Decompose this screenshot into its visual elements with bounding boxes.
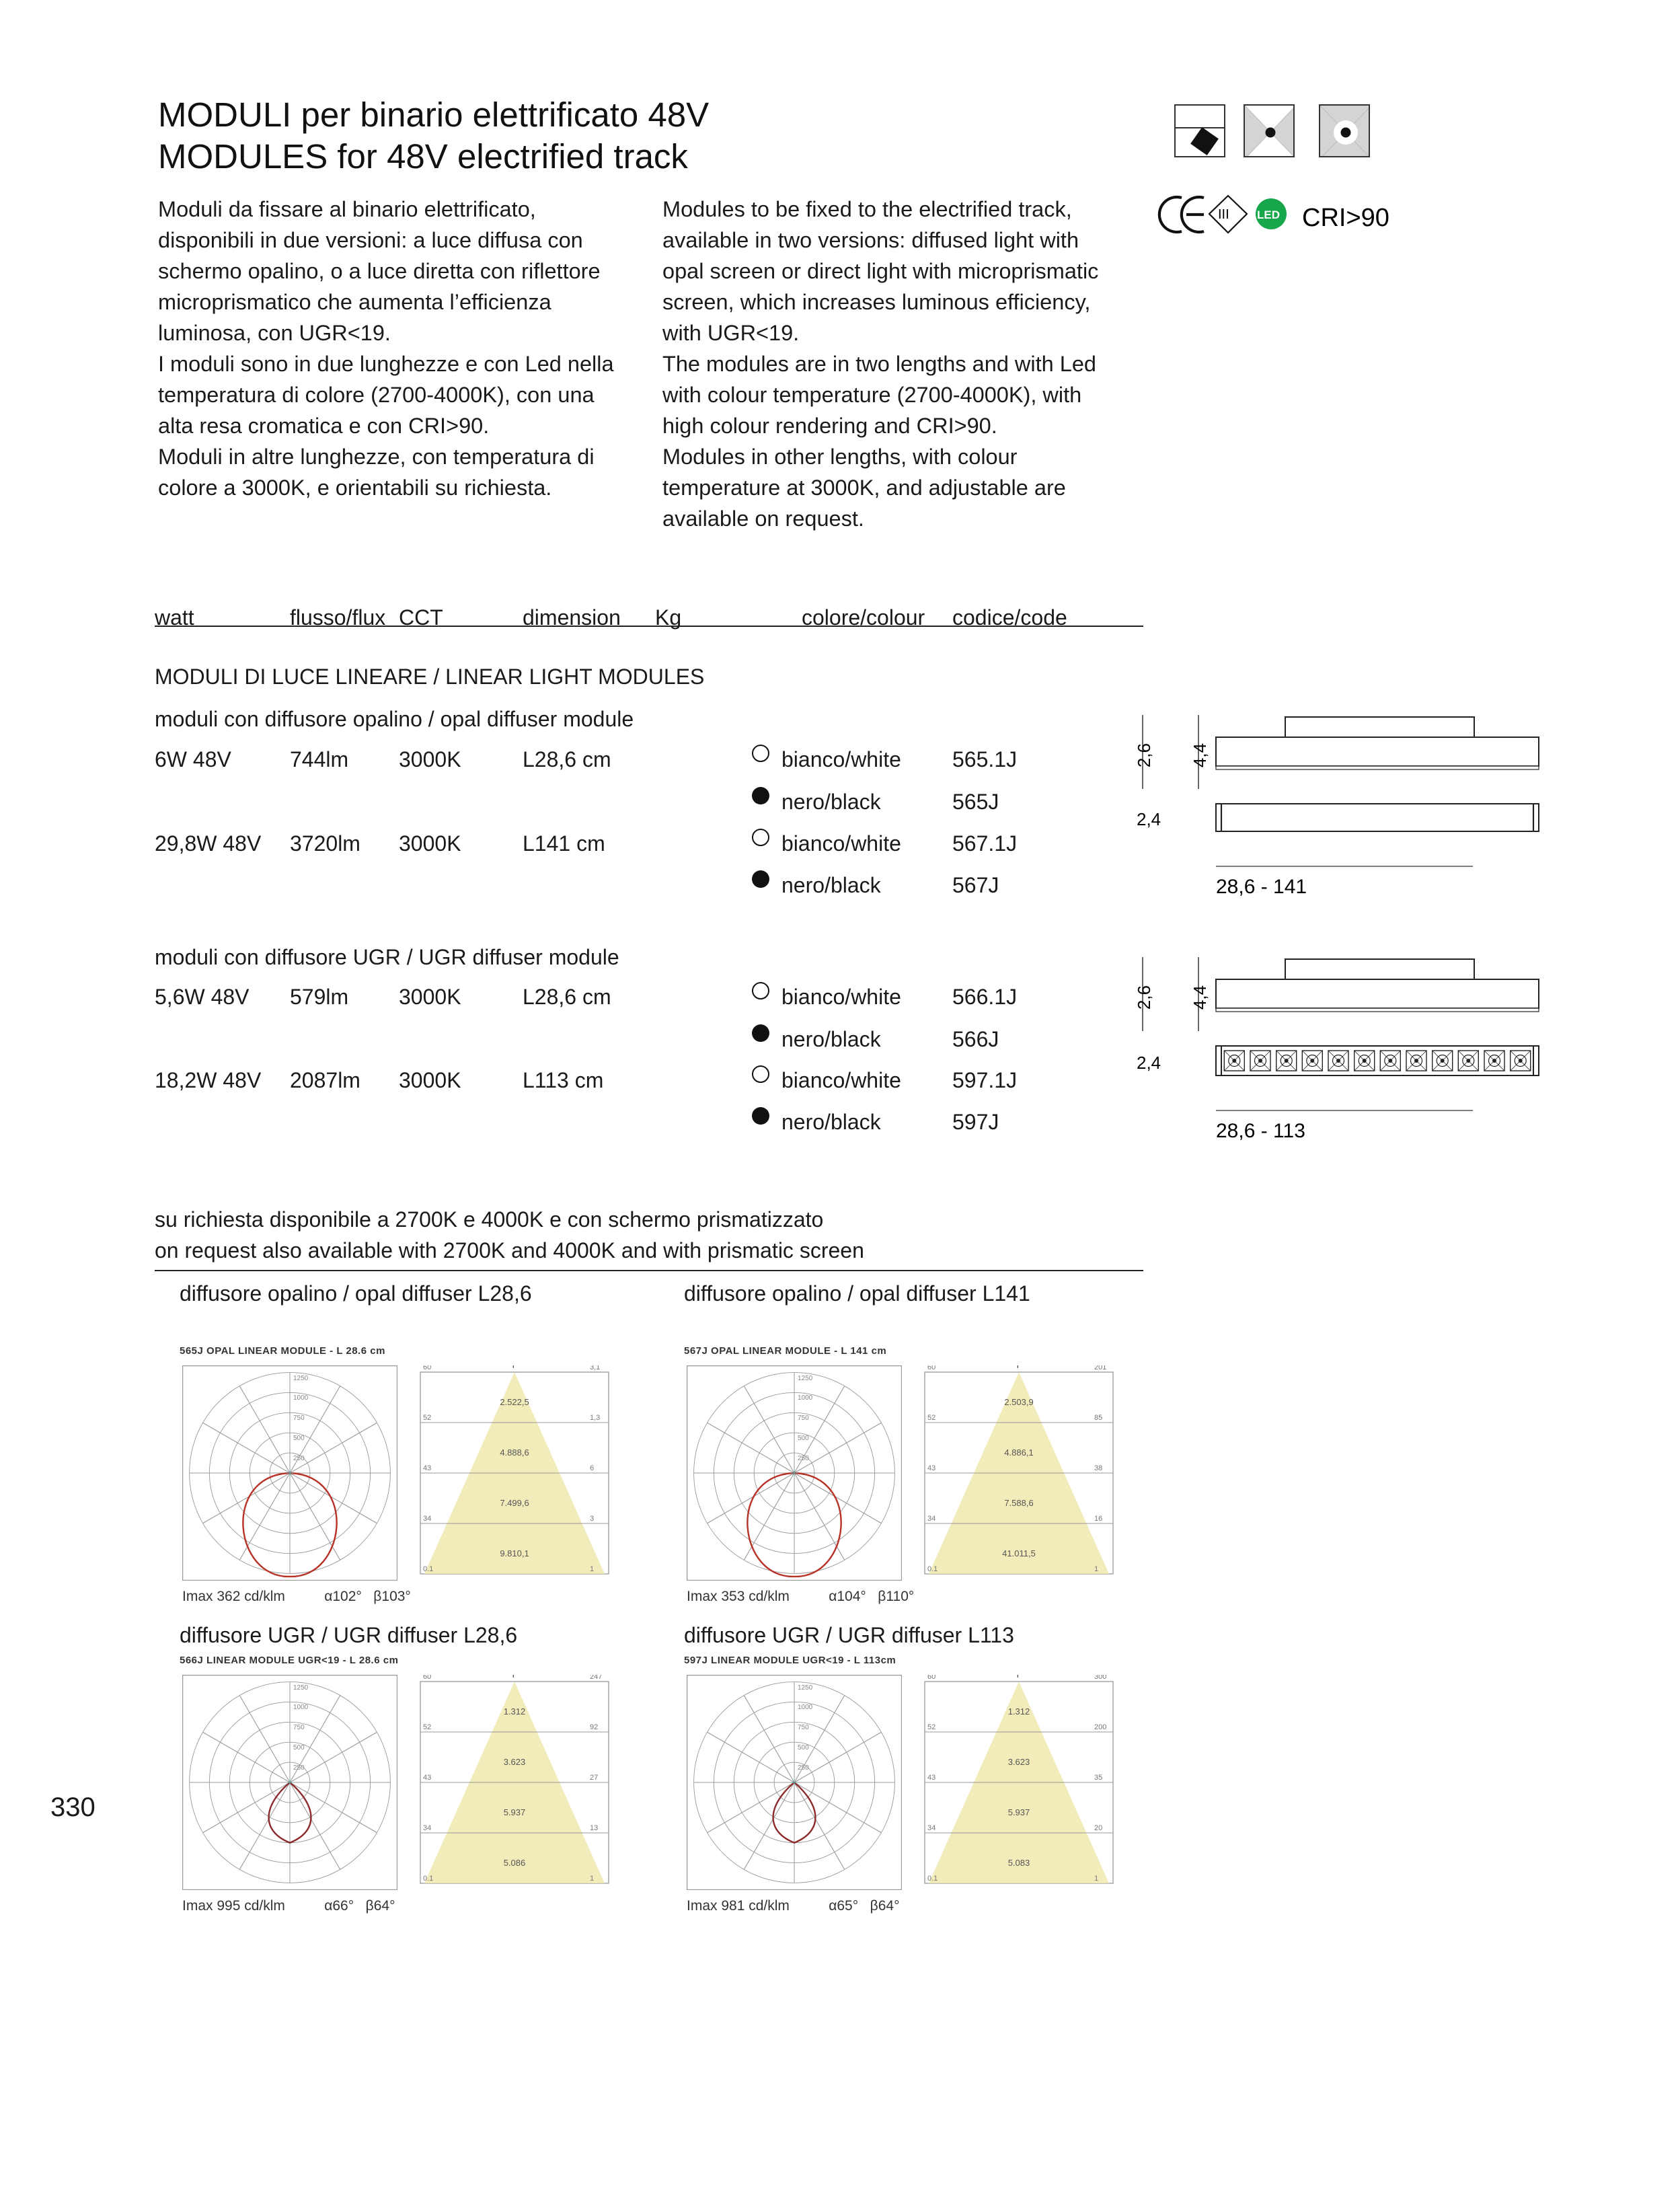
- svg-text:43: 43: [927, 1774, 936, 1782]
- svg-text:250: 250: [798, 1455, 809, 1462]
- svg-text:4,4: 4,4: [1190, 985, 1210, 1010]
- svg-text:247: 247: [590, 1675, 602, 1681]
- svg-text:201: 201: [1094, 1365, 1106, 1371]
- svg-text:13: 13: [590, 1824, 598, 1832]
- svg-text:34: 34: [423, 1824, 431, 1832]
- svg-text:3,1: 3,1: [590, 1365, 600, 1371]
- svg-text:750: 750: [798, 1724, 809, 1731]
- svg-text:38: 38: [1094, 1464, 1102, 1472]
- svg-text:250: 250: [798, 1764, 809, 1772]
- svg-text:2,6: 2,6: [1137, 985, 1154, 1010]
- svg-text:250: 250: [293, 1764, 305, 1772]
- svg-text:34: 34: [927, 1515, 936, 1523]
- svg-text:35: 35: [1094, 1774, 1102, 1782]
- svg-text:16: 16: [1094, 1515, 1102, 1523]
- svg-text:LED: LED: [1257, 209, 1280, 221]
- svg-text:92: 92: [590, 1723, 598, 1731]
- svg-text:34: 34: [423, 1515, 431, 1523]
- svg-text:Γ: Γ: [1017, 1365, 1022, 1370]
- svg-text:1.312: 1.312: [504, 1706, 526, 1717]
- svg-text:52: 52: [423, 1414, 431, 1422]
- svg-text:5.937: 5.937: [1008, 1807, 1030, 1817]
- svg-text:500: 500: [798, 1744, 809, 1751]
- svg-text:85: 85: [1094, 1414, 1102, 1422]
- svg-text:500: 500: [293, 1435, 305, 1442]
- svg-text:60: 60: [423, 1365, 431, 1371]
- svg-text:1250: 1250: [798, 1375, 813, 1382]
- svg-text:5.937: 5.937: [504, 1807, 526, 1817]
- svg-text:6: 6: [590, 1464, 594, 1472]
- svg-text:4.888,6: 4.888,6: [500, 1447, 529, 1458]
- svg-text:28,6 - 141: 28,6 - 141: [1216, 876, 1307, 898]
- svg-text:20: 20: [1094, 1824, 1102, 1832]
- svg-text:2,4: 2,4: [1137, 1053, 1161, 1073]
- svg-text:1,3: 1,3: [590, 1414, 600, 1422]
- svg-text:1000: 1000: [798, 1704, 813, 1711]
- svg-text:1: 1: [1094, 1565, 1098, 1573]
- svg-text:7.588,6: 7.588,6: [1004, 1498, 1033, 1508]
- svg-text:2,4: 2,4: [1137, 809, 1161, 829]
- svg-text:60: 60: [423, 1675, 431, 1681]
- svg-text:750: 750: [293, 1414, 305, 1422]
- svg-text:Γ: Γ: [512, 1675, 517, 1680]
- svg-text:3.623: 3.623: [1008, 1757, 1030, 1767]
- svg-text:Γ: Γ: [512, 1365, 517, 1370]
- svg-text:1250: 1250: [293, 1684, 309, 1692]
- svg-text:1000: 1000: [293, 1704, 309, 1711]
- svg-text:750: 750: [798, 1414, 809, 1422]
- svg-text:0.1: 0.1: [423, 1875, 433, 1883]
- svg-text:2.503,9: 2.503,9: [1004, 1397, 1033, 1407]
- svg-text:1000: 1000: [798, 1394, 813, 1402]
- svg-text:3.623: 3.623: [504, 1757, 526, 1767]
- svg-text:1.312: 1.312: [1008, 1706, 1030, 1717]
- svg-text:28,6 - 113: 28,6 - 113: [1216, 1120, 1305, 1142]
- svg-text:CRI>90: CRI>90: [1302, 204, 1389, 232]
- svg-text:1250: 1250: [798, 1684, 813, 1692]
- svg-text:1000: 1000: [293, 1394, 309, 1402]
- svg-text:43: 43: [927, 1464, 936, 1472]
- svg-text:500: 500: [798, 1435, 809, 1442]
- svg-text:43: 43: [423, 1464, 431, 1472]
- svg-text:43: 43: [423, 1774, 431, 1782]
- svg-text:500: 500: [293, 1744, 305, 1751]
- svg-text:Γ: Γ: [1017, 1675, 1022, 1680]
- svg-text:7.499,6: 7.499,6: [500, 1498, 529, 1508]
- svg-text:5.083: 5.083: [1008, 1858, 1030, 1868]
- svg-text:4,4: 4,4: [1190, 743, 1210, 767]
- svg-text:3: 3: [590, 1515, 594, 1523]
- svg-text:60: 60: [927, 1675, 936, 1681]
- svg-text:60: 60: [927, 1365, 936, 1371]
- svg-text:9.810,1: 9.810,1: [500, 1548, 529, 1558]
- svg-text:1: 1: [590, 1875, 594, 1883]
- svg-text:1: 1: [1094, 1875, 1098, 1883]
- svg-text:52: 52: [927, 1414, 936, 1422]
- svg-text:27: 27: [590, 1774, 598, 1782]
- svg-text:300: 300: [1094, 1675, 1106, 1681]
- svg-text:2.522,5: 2.522,5: [500, 1397, 529, 1407]
- svg-text:250: 250: [293, 1455, 305, 1462]
- svg-text:52: 52: [423, 1723, 431, 1731]
- svg-text:5.086: 5.086: [504, 1858, 526, 1868]
- svg-text:0.1: 0.1: [927, 1875, 938, 1883]
- svg-text:41.011,5: 41.011,5: [1002, 1548, 1036, 1558]
- svg-text:0.1: 0.1: [423, 1565, 433, 1573]
- svg-text:200: 200: [1094, 1723, 1106, 1731]
- svg-text:2,6: 2,6: [1137, 743, 1154, 767]
- svg-text:4.886,1: 4.886,1: [1004, 1447, 1033, 1458]
- svg-text:1: 1: [590, 1565, 594, 1573]
- svg-text:III: III: [1218, 207, 1229, 222]
- svg-text:750: 750: [293, 1724, 305, 1731]
- svg-text:52: 52: [927, 1723, 936, 1731]
- svg-text:34: 34: [927, 1824, 936, 1832]
- svg-text:1250: 1250: [293, 1375, 309, 1382]
- svg-text:0.1: 0.1: [927, 1565, 938, 1573]
